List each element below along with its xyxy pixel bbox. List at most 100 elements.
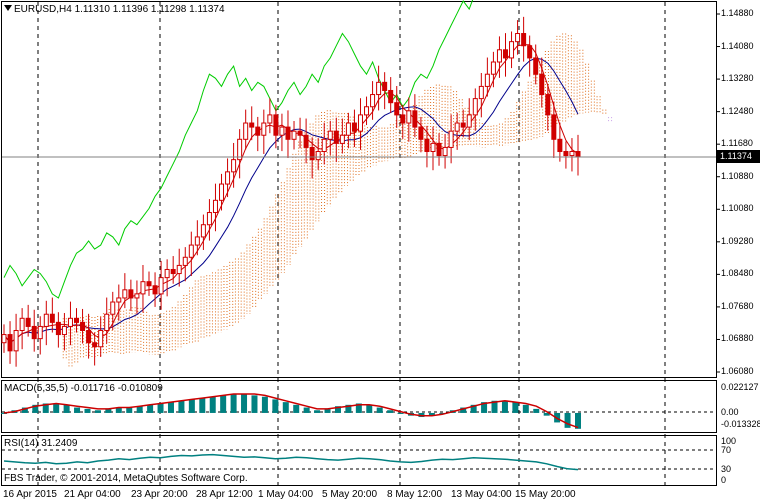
candle-body [478,85,484,100]
macd-bar [42,403,49,413]
candle-body [515,33,521,43]
macd-bar [387,410,394,413]
candle-body [7,334,13,352]
macd-bar [324,408,331,413]
macd-axis-min: -0.013328 [721,419,760,429]
candle-body [502,49,508,59]
rsi-axis-30: 30 [721,464,732,474]
candle-body [509,41,515,59]
macd-bar [63,404,70,413]
price-axis-label: 1.07680 [721,300,754,311]
candle-body [364,106,370,116]
candle-body [49,313,55,323]
candle-body [424,138,430,153]
price-axis-label: 1.14880 [721,8,754,18]
candle-body [527,45,533,59]
candle-body [533,57,539,75]
candle-body [291,130,297,140]
copyright-text: FBS Trader, © 2001-2014, MetaQuotes Soft… [4,473,248,484]
macd-bar [366,404,373,413]
macd-bar [543,412,550,416]
candle-body [1,334,7,344]
macd-bar [94,410,101,413]
candle-body [351,122,357,132]
macd-bar [575,412,581,429]
macd-bar [439,412,446,414]
candle-body [370,94,376,108]
rsi-subwindow-frame [1,435,717,486]
candle-body [206,212,212,226]
candle-body [98,330,104,348]
candle-body [297,130,303,136]
macd-bar [209,396,216,413]
candle-body [376,81,382,96]
vertical-grid [2,2,720,485]
macd-bar [167,402,174,413]
candle-body [158,277,164,295]
candle-body [545,94,551,116]
candle-body [569,151,575,157]
candle-body [37,325,43,340]
symbol-dropdown-icon[interactable] [4,5,12,11]
macd-bar [293,404,300,413]
macd-title: MACD(5,35,5) -0.011716 -0.010809 [4,383,163,394]
candle-body [466,114,472,128]
candle-body [406,110,412,124]
macd-bar [126,407,133,413]
candle-body [225,171,231,185]
candlesticks [1,16,581,367]
chart-header: EURUSD,H4 1.11310 1.11396 1.11298 1.1137… [14,4,225,15]
macd-bar [303,407,310,413]
candle-body [176,264,182,275]
candle-body [321,138,327,153]
macd-bar [282,402,289,413]
time-axis-label: 28 Apr 12:00 [196,489,253,500]
price-axis-label: 1.09280 [721,235,754,246]
macd-bar [564,412,571,428]
macd-bar [522,404,529,413]
candle-body [575,151,581,158]
macd-bar [220,395,227,413]
macd-bar [345,404,352,413]
macd-bar [428,412,435,416]
candle-body [188,244,194,258]
macd-bar [460,407,467,413]
rsi-axis-100: 100 [721,436,737,446]
rsi-line [3,453,579,471]
candle-body [13,330,19,352]
price-axis-label: 1.10080 [721,203,754,214]
macd-bar [470,404,477,413]
candle-body [333,130,339,144]
candle-body [394,102,400,116]
macd-bar [188,399,195,413]
macd-bar [136,406,143,413]
macd-axis-max: 0.022127 [721,382,759,392]
candle-body [200,224,206,238]
candle-body [279,126,285,136]
macd-bar [84,408,91,413]
macd-bar [501,400,508,413]
time-axis-label: 1 May 04:00 [258,489,314,500]
candle-body [128,289,134,299]
macd-bar [241,394,248,413]
macd-bar [481,402,488,413]
price-axis-label: 1.06880 [721,333,754,344]
candle-body [557,138,563,153]
candle-body [67,317,73,327]
macd-bar [397,412,404,414]
macd-bar [334,406,341,413]
candle-body [25,317,31,327]
candle-body [472,98,478,116]
macd-bar [376,407,383,413]
candle-body [255,126,261,136]
candle-body [122,289,128,299]
macd-bar [199,398,206,413]
candle-body [249,122,255,128]
candle-body [231,159,237,173]
price-axis-label: 1.13280 [721,73,754,84]
price-axis-label: 1.08480 [721,268,754,279]
macd-bar [272,399,279,413]
candle-body [460,122,466,128]
time-axis-label: 23 Apr 20:00 [131,489,188,500]
